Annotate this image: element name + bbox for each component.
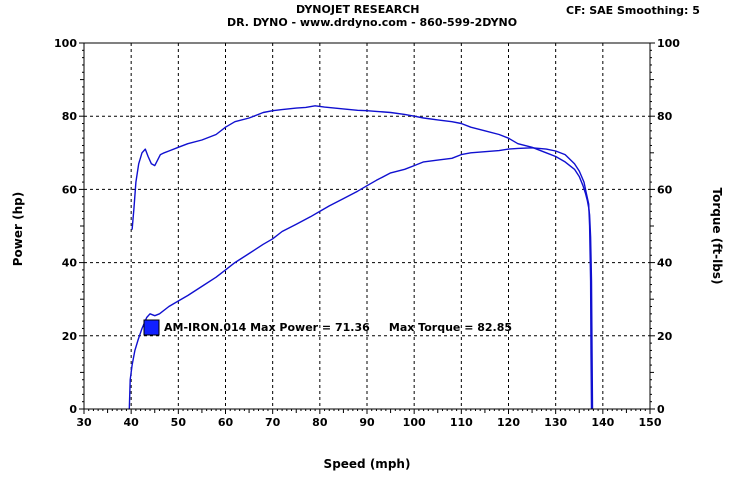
y2-tick-label: 100 — [657, 37, 680, 50]
x-tick-label: 110 — [450, 416, 473, 429]
x-axis-label: Speed (mph) — [324, 457, 411, 471]
x-tick-label: 60 — [218, 416, 234, 429]
y-tick-label: 40 — [62, 257, 78, 270]
grid-lines — [84, 43, 650, 409]
y-axis-label: Power (hp) — [11, 192, 25, 266]
x-tick-label: 140 — [591, 416, 614, 429]
plot-frame — [83, 42, 651, 410]
y2-axis-label: Torque (ft-lbs) — [710, 188, 724, 285]
x-tick-label: 40 — [124, 416, 140, 429]
legend-swatch — [143, 319, 160, 336]
x-tick-label: 80 — [312, 416, 328, 429]
correction-factor-label: CF: SAE Smoothing: 5 — [566, 4, 700, 17]
y2-tick-label: 40 — [657, 257, 673, 270]
y2-tick-label: 60 — [657, 183, 673, 196]
x-tick-label: 130 — [544, 416, 567, 429]
y-tick-label: 20 — [62, 330, 78, 343]
power-line — [128, 147, 593, 410]
y2-tick-label: 0 — [657, 403, 665, 416]
torque-line — [131, 105, 594, 410]
x-tick-label: 50 — [171, 416, 187, 429]
y2-tick-label: 80 — [657, 110, 673, 123]
y-tick-label: 80 — [62, 110, 78, 123]
chart-header-title: DYNOJET RESEARCH — [296, 3, 420, 16]
x-tick-label: 70 — [265, 416, 281, 429]
x-tick-label: 90 — [359, 416, 375, 429]
y-tick-label: 100 — [54, 37, 77, 50]
y-tick-label: 60 — [62, 183, 78, 196]
x-tick-label: 150 — [639, 416, 662, 429]
x-tick-label: 120 — [497, 416, 520, 429]
y2-tick-label: 20 — [657, 330, 673, 343]
legend-text: AM-IRON.014 Max Power = 71.36 Max Torque… — [164, 321, 512, 334]
x-tick-label: 100 — [403, 416, 426, 429]
series-lines — [128, 105, 594, 410]
y-tick-label: 0 — [69, 403, 77, 416]
tick-labels: 30 40 50 60 70 80 90 100 110 120 130 140 15002040608… — [54, 37, 680, 429]
x-tick-label: 30 — [76, 416, 92, 429]
chart-header-subtitle: DR. DYNO - www.drdyno.com - 860-599-2DYN… — [227, 16, 518, 29]
